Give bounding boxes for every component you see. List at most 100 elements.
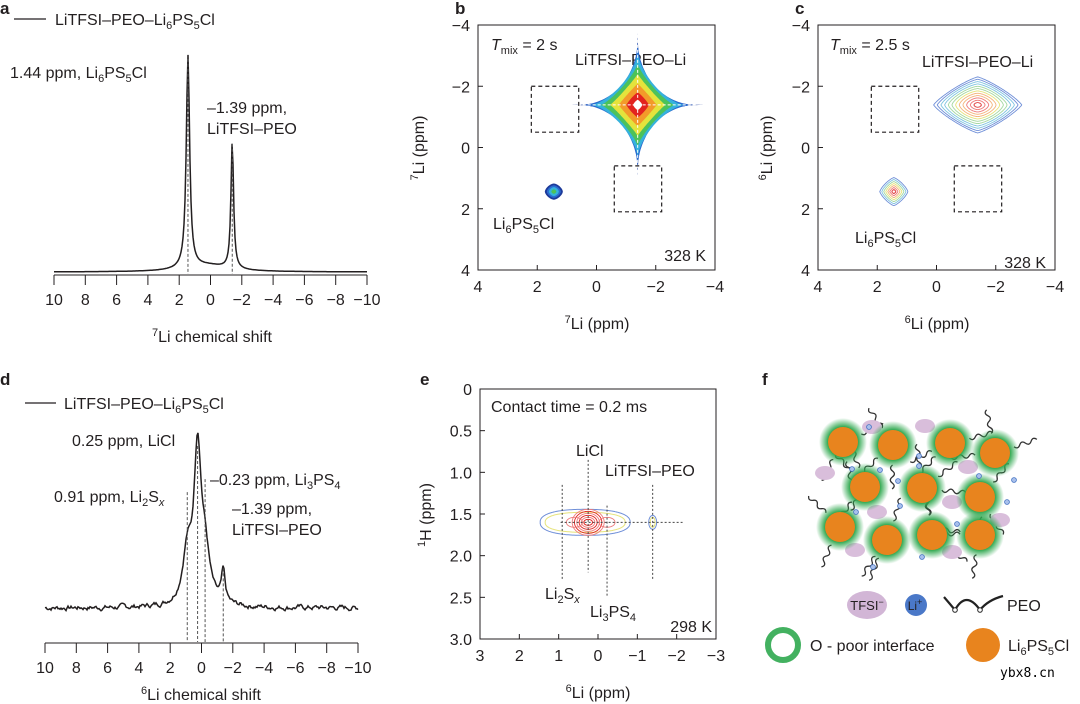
x-tick-label: −6 — [286, 660, 304, 677]
tfsi-anion — [815, 466, 835, 480]
x-tick-label: 8 — [72, 660, 81, 677]
peak-label-litfsi-peo-li: LiTFSI–PEO–Li — [575, 52, 686, 69]
x-axis-label: 7Li (ppm) — [565, 314, 630, 333]
contour-line — [887, 185, 901, 199]
y-tick-label: 3.0 — [450, 632, 472, 649]
y-tick-label: 2.5 — [450, 590, 472, 607]
spectrum-line — [44, 432, 359, 613]
li-ion — [976, 473, 982, 479]
y-axis-label: 1H (ppm) — [416, 483, 435, 547]
li6ps5cl-particle — [980, 438, 1010, 468]
peo-chain — [984, 409, 994, 434]
panel-label-f: f — [762, 370, 768, 389]
y-tick-label: 4 — [801, 263, 810, 280]
peak-label-litfsi-peo-li: LiTFSI–PEO–Li — [922, 54, 1033, 71]
tfsi-label: TFSI− — [850, 597, 883, 613]
legend-tfsi: TFSI− — [847, 591, 887, 619]
interface-label: O - poor interface — [810, 638, 935, 655]
x-axis-label: 6Li (ppm) — [566, 683, 631, 702]
chart-e: Contact time = 0.2 ms LiCl LiTFSI–PEO Li… — [416, 382, 725, 702]
peo-chain — [1013, 437, 1038, 449]
peak-label-li2sx: 0.91 ppm, Li2Sx — [54, 489, 165, 509]
panel-label-d: d — [0, 370, 10, 389]
x-tick-label: −10 — [344, 660, 371, 677]
li-ion — [1004, 499, 1010, 505]
x-tick-label: −2 — [668, 648, 686, 665]
contour-line — [583, 518, 593, 526]
contour-line — [973, 102, 982, 108]
x-tick-label: −8 — [318, 660, 336, 677]
peo-chain — [971, 554, 978, 579]
peak-label-li6ps5cl: Li6PS5Cl — [855, 230, 916, 250]
panel-label-b: b — [455, 0, 465, 18]
cross-peak-region — [530, 85, 580, 133]
li-ion — [877, 467, 883, 473]
y-tick-label: 0 — [461, 141, 470, 158]
cross-peak-region — [953, 165, 1003, 213]
li-ion — [849, 466, 855, 472]
x-tick-label: −4 — [255, 660, 273, 677]
x-tick-label: 0 — [206, 292, 215, 309]
chart-a: LiTFSI–PEO–Li6PS5Cl 1.44 ppm, Li6PS5Cl –… — [10, 12, 381, 346]
x-tick-label: −8 — [327, 292, 345, 309]
x-tick-label: 10 — [36, 660, 54, 677]
contour-line — [889, 187, 899, 197]
contour-line — [966, 97, 990, 113]
li6ps5cl-particle — [907, 473, 937, 503]
chart-c: Tmix = 2.5 s LiTFSI–PEO–Li Li6PS5Cl 328 … — [757, 18, 1064, 333]
y-tick-label: 0 — [801, 141, 810, 158]
particle-label: Li6PS5Cl — [1008, 638, 1069, 658]
li6ps5cl-particle — [872, 525, 902, 555]
li-ion-icon — [905, 594, 927, 616]
cross-peak-region — [613, 165, 663, 213]
li6ps5cl-particle — [878, 430, 908, 460]
y-tick-label: 1.0 — [450, 465, 472, 482]
chart-b: Tmix = 2 s LiTFSI–PEO–Li Li6PS5Cl 328 K … — [409, 18, 724, 333]
li-ion — [919, 554, 925, 560]
x-tick-label: −6 — [295, 292, 313, 309]
contour-line — [962, 95, 993, 115]
spectrum-line — [54, 54, 367, 273]
watermark: ybx8.cn — [1000, 666, 1055, 681]
y-tick-label: 0 — [463, 382, 472, 399]
x-tick-label: 4 — [474, 279, 483, 296]
peo-chain — [893, 497, 902, 522]
y-tick-label: 4 — [461, 263, 470, 280]
li-ion — [954, 521, 960, 527]
li6ps5cl-particle — [850, 472, 880, 502]
x-tick-label: 4 — [134, 660, 143, 677]
x-tick-label: 4 — [814, 279, 823, 296]
contour-line — [955, 90, 1001, 120]
y-tick-label: 2 — [801, 202, 810, 219]
contour-line — [879, 177, 909, 207]
li-ion — [1011, 477, 1017, 483]
legend-label: LiTFSI–PEO–Li6PS5Cl — [64, 396, 224, 416]
contour-line — [891, 189, 897, 195]
temperature-label: 328 K — [1004, 255, 1046, 272]
contour-line — [958, 92, 997, 118]
x-tick-label: 1 — [554, 648, 563, 665]
li-ion — [897, 503, 903, 509]
li-ion — [866, 424, 872, 430]
x-tick-label: 6 — [112, 292, 121, 309]
x-axis-label: 7Li chemical shift — [152, 327, 273, 346]
contour-line — [885, 183, 903, 201]
temperature-label: 328 K — [664, 248, 706, 265]
contour-line — [940, 81, 1015, 129]
y-tick-label: −2 — [792, 79, 810, 96]
oxygen-atom-icon — [952, 607, 958, 613]
tfsi-anion — [915, 419, 935, 433]
temperature-label: 298 K — [670, 619, 712, 636]
contour-line — [578, 514, 598, 530]
peo-chain — [861, 555, 876, 577]
panel-label-c: c — [795, 0, 804, 18]
x-tick-label: 0 — [594, 648, 603, 665]
x-tick-label: −2 — [987, 279, 1005, 296]
x-tick-label: 8 — [81, 292, 90, 309]
li-ion — [916, 463, 922, 469]
li6ps5cl-particle — [935, 428, 965, 458]
x-tick-label: −4 — [264, 292, 282, 309]
x-axis-label: 6Li (ppm) — [905, 314, 970, 333]
y-tick-label: −2 — [452, 79, 470, 96]
x-tick-label: 2 — [533, 279, 542, 296]
